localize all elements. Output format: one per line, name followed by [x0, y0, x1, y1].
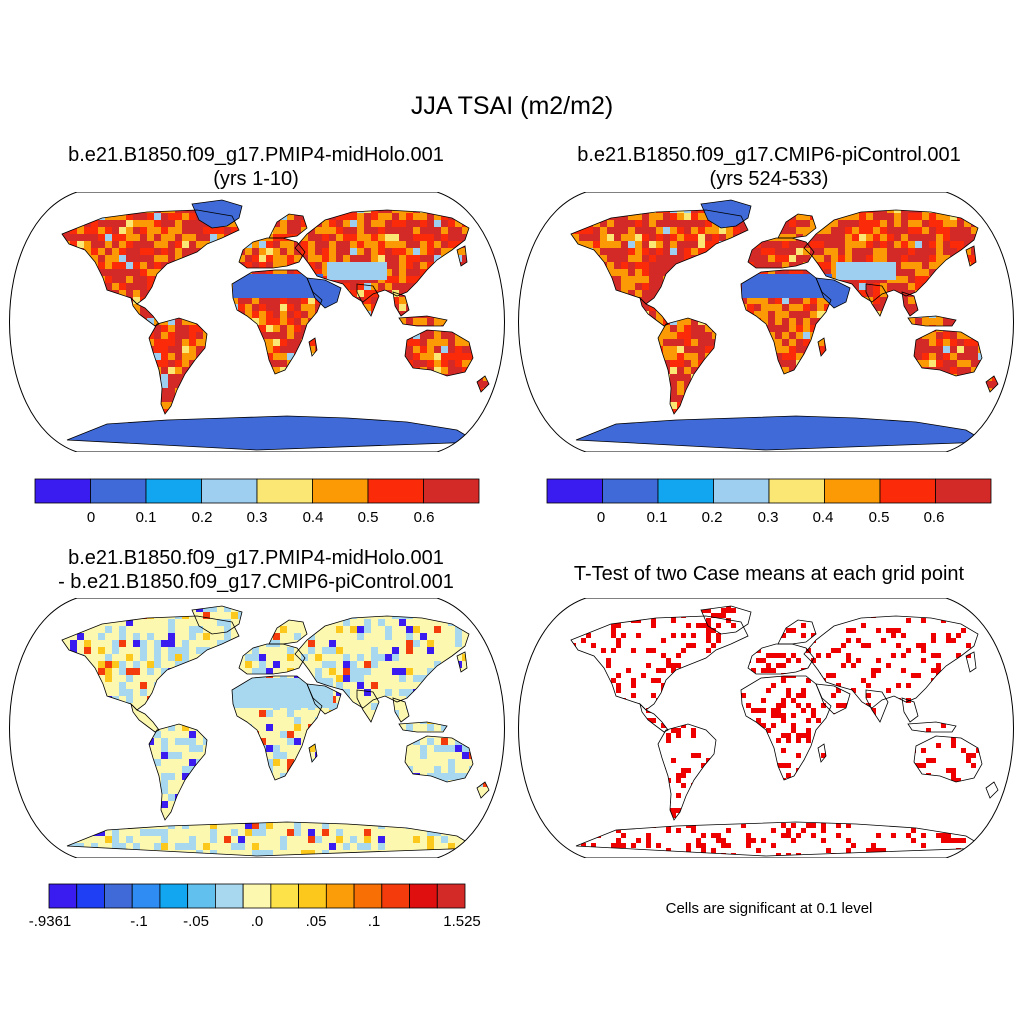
panel-title-top-left: b.e21.B1850.f09_g17.PMIP4-midHolo.001 (y… — [6, 143, 506, 191]
colorbar-box-1 — [90, 478, 147, 504]
cb-tr-label-2: 0.2 — [701, 509, 723, 526]
panel-title-top-right-line2: (yrs 524-533) — [709, 168, 829, 190]
colorbar-box-14 — [436, 883, 466, 909]
colorbar-box-10 — [325, 883, 355, 909]
cb-diff-label-4: .05 — [305, 913, 327, 930]
colorbar-box-5 — [312, 478, 369, 504]
colorbar-box-7 — [242, 883, 272, 909]
colorbar-box-6 — [367, 478, 424, 504]
colorbar-box-11 — [353, 883, 383, 909]
map-ttest — [518, 598, 1014, 858]
colorbar-box-3 — [131, 883, 161, 909]
cb-tr-label-3: 0.3 — [757, 509, 779, 526]
panel-title-top-left-line2: (yrs 1-10) — [213, 168, 299, 190]
colorbar-box-6 — [214, 883, 244, 909]
colorbar-box-1 — [602, 478, 659, 504]
cb-tl-label-6: 0.6 — [413, 509, 435, 526]
colorbar-box-0 — [48, 883, 78, 909]
colorbar-box-6 — [879, 478, 936, 504]
colorbar-box-9 — [298, 883, 327, 909]
colorbar-box-4 — [256, 478, 313, 504]
cb-tl-label-5: 0.5 — [357, 509, 379, 526]
map-difference — [9, 598, 505, 858]
colorbar-box-7 — [423, 478, 480, 504]
colorbar-picontrol — [546, 478, 992, 504]
colorbar-box-3 — [713, 478, 770, 504]
colorbar-midholo — [34, 478, 480, 504]
colorbar-box-7 — [935, 478, 992, 504]
cb-diff-label-0: -.9361 — [28, 913, 72, 930]
colorbar-box-5 — [187, 883, 216, 909]
cb-tl-label-2: 0.2 — [191, 509, 213, 526]
colorbar-box-4 — [159, 883, 189, 909]
colorbar-box-13 — [409, 883, 438, 909]
colorbar-box-1 — [76, 883, 105, 909]
panel-title-bottom-left: b.e21.B1850.f09_g17.PMIP4-midHolo.001 - … — [6, 546, 506, 594]
panel-title-bottom-left-line2: - b.e21.B1850.f09_g17.CMIP6-piControl.00… — [58, 571, 454, 593]
colorbar-box-8 — [270, 883, 300, 909]
panel-title-bottom-left-line1: b.e21.B1850.f09_g17.PMIP4-midHolo.001 — [68, 547, 444, 569]
cb-diff-label-5: .1 — [367, 913, 381, 930]
cb-diff-label-6: 1.525 — [443, 913, 481, 930]
map-picontrol — [518, 192, 1014, 452]
cb-diff-label-2: -.05 — [183, 913, 209, 930]
significance-note: Cells are significant at 0.1 level — [665, 900, 873, 917]
colorbar-box-2 — [145, 478, 202, 504]
panel-title-bottom-right: T-Test of two Case means at each grid po… — [573, 563, 965, 585]
colorbar-difference — [48, 883, 466, 909]
colorbar-box-0 — [546, 478, 603, 504]
cb-tr-label-4: 0.4 — [812, 509, 834, 526]
map-midholo — [9, 192, 505, 452]
colorbar-box-4 — [768, 478, 825, 504]
colorbar-box-3 — [201, 478, 258, 504]
cb-tr-label-6: 0.6 — [923, 509, 945, 526]
cb-tr-label-1: 0.1 — [646, 509, 668, 526]
panel-title-top-right: b.e21.B1850.f09_g17.CMIP6-piControl.001 … — [519, 143, 1019, 191]
cb-diff-label-1: -.1 — [130, 913, 148, 930]
panel-title-top-left-line1: b.e21.B1850.f09_g17.PMIP4-midHolo.001 — [68, 144, 444, 166]
cb-tr-label-5: 0.5 — [868, 509, 890, 526]
cb-tl-label-4: 0.4 — [302, 509, 324, 526]
cb-tl-label-3: 0.3 — [246, 509, 268, 526]
cb-tr-label-0: 0 — [596, 509, 606, 526]
colorbar-box-2 — [104, 883, 133, 909]
cb-tl-label-1: 0.1 — [135, 509, 157, 526]
colorbar-box-2 — [657, 478, 714, 504]
colorbar-box-12 — [381, 883, 410, 909]
colorbar-box-0 — [34, 478, 91, 504]
cb-tl-label-0: 0 — [86, 509, 96, 526]
cb-diff-label-3: .0 — [250, 913, 264, 930]
figure-title: JJA TSAI (m2/m2) — [410, 92, 614, 120]
colorbar-box-5 — [824, 478, 881, 504]
panel-title-top-right-line1: b.e21.B1850.f09_g17.CMIP6-piControl.001 — [577, 144, 961, 166]
